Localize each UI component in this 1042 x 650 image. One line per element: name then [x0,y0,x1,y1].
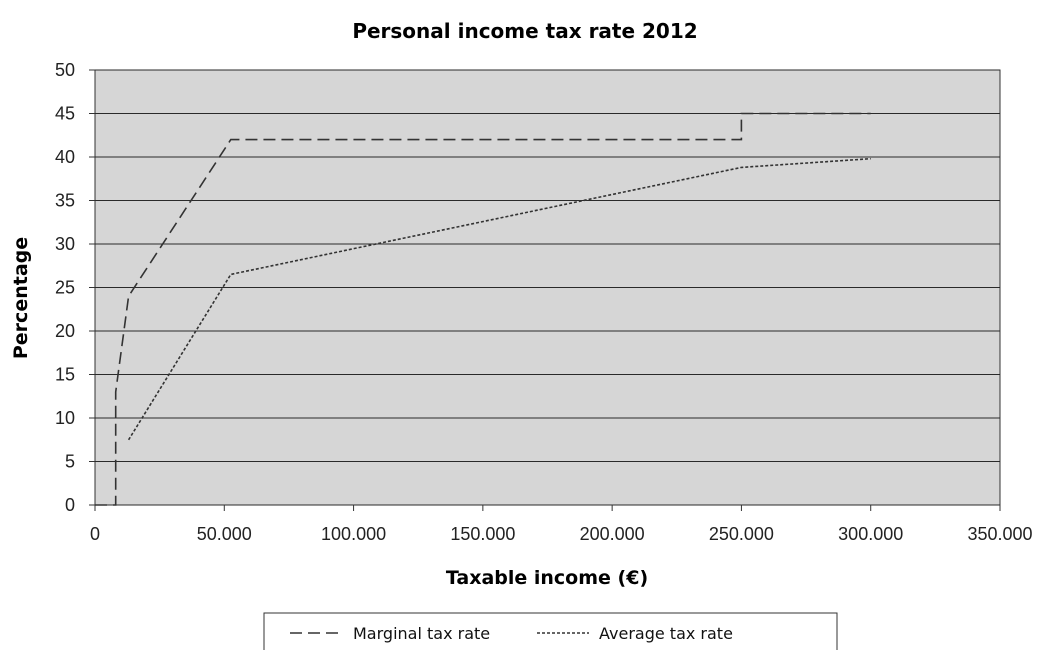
y-axis-title: Percentage [10,237,32,359]
y-tick-label: 40 [55,147,75,167]
x-tick-label: 200.000 [580,524,645,544]
x-tick-label: 50.000 [197,524,252,544]
x-tick-label: 150.000 [450,524,515,544]
legend-label-marginal: Marginal tax rate [353,624,490,643]
series-line-average [127,157,871,441]
x-axis-title: Taxable income (€) [446,567,648,589]
legend-box [263,612,838,650]
y-tick-label: 10 [55,408,75,428]
legend-label-average: Average tax rate [599,624,733,643]
y-tick-label: 20 [55,321,75,341]
series-layer [95,112,871,506]
y-tick-label: 35 [55,191,75,211]
x-tick-label: 100.000 [321,524,386,544]
y-tick-label: 15 [55,365,75,385]
x-tick-label: 300.000 [838,524,903,544]
y-axis-ticks: 0 5 10 15 20 25 30 35 40 45 50 [55,60,95,515]
legend: Marginal tax rate Average tax rate [263,612,838,650]
x-tick-label: 250.000 [709,524,774,544]
x-tick-label: 350.000 [967,524,1032,544]
y-tick-label: 0 [65,495,75,515]
y-tick-label: 25 [55,278,75,298]
y-tick-label: 30 [55,234,75,254]
series-line-marginal [95,112,871,506]
y-tick-label: 5 [65,452,75,472]
gridlines [95,69,1000,506]
chart-title: Personal income tax rate 2012 [352,19,697,43]
y-tick-label: 50 [55,60,75,80]
y-tick-label: 45 [55,104,75,124]
x-axis-ticks: 0 50.000 100.000 150.000 200.000 250.000 300.0… [90,505,1033,544]
x-tick-label: 0 [90,524,100,544]
